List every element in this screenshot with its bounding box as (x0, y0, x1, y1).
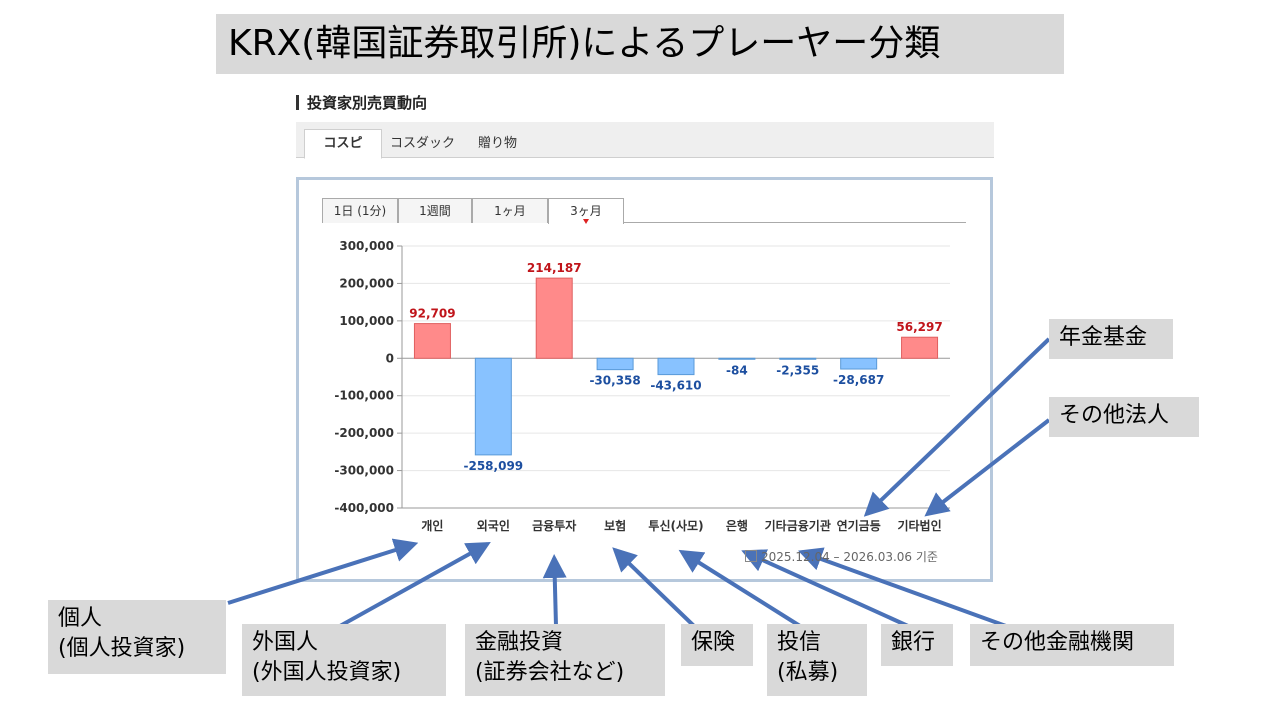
y-tick-label: 300,000 (339, 239, 394, 253)
period-tab-1day[interactable]: 1日 (1分) (322, 198, 398, 223)
y-tick-label: -100,000 (334, 389, 394, 403)
bar-5 (718, 357, 756, 360)
annotation-bank: 銀行 (881, 624, 953, 666)
date-range-note: 2025.12.04 – 2026.03.06 기준 (745, 548, 938, 565)
bar-1 (474, 357, 512, 456)
annotation-financial-investment: 金融投資 (証券会社など) (465, 624, 665, 696)
annotation-insurance: 保険 (681, 624, 753, 666)
section-title-text: 投資家別売買動向 (307, 94, 428, 112)
annotation-arrow-1 (339, 542, 491, 628)
annotation-other-financial: その他金融機関 (970, 624, 1174, 666)
period-tab-1month[interactable]: 1ヶ月 (472, 198, 548, 223)
category-label-8: 기타법인 (897, 518, 941, 533)
bar-8 (901, 336, 939, 359)
tab-kosdaq[interactable]: コスダック (390, 136, 456, 151)
y-tick-label: -200,000 (334, 426, 394, 440)
period-tab-3month-label: 3ヶ月 (570, 204, 602, 218)
annotation-arrow-0 (227, 538, 419, 605)
bar-2 (535, 277, 573, 359)
data-label-6: -2,355 (776, 363, 819, 377)
data-label-2: 214,187 (527, 261, 582, 275)
y-tick-label: 200,000 (339, 276, 394, 290)
annotation-arrow-2 (542, 554, 567, 627)
bar-3 (596, 357, 634, 371)
section-bar (296, 95, 299, 110)
data-label-5: -84 (726, 363, 748, 377)
y-tick-label: -300,000 (334, 464, 394, 478)
y-tick-label: 0 (386, 351, 394, 365)
y-tick-label: 100,000 (339, 314, 394, 328)
section-title: 投資家別売買動向 (296, 92, 427, 113)
category-label-0: 개인 (421, 518, 443, 533)
date-range-text: 2025.12.04 – 2026.03.06 기준 (761, 550, 938, 564)
market-tabs: コスピ コスダック 贈り物 (296, 122, 994, 159)
annotation-other-corporation: その他法人 (1049, 397, 1199, 437)
category-label-7: 연기금등 (837, 518, 881, 533)
data-label-4: -43,610 (650, 379, 701, 393)
annotation-arrow-8 (924, 418, 1051, 517)
category-label-3: 보험 (604, 518, 626, 533)
category-label-2: 금융투자 (532, 518, 576, 533)
category-label-6: 기타금융기관 (765, 518, 831, 533)
period-tab-3month[interactable]: 3ヶ月 (548, 198, 624, 224)
period-tab-baseline (322, 222, 966, 223)
annotation-pension-fund: 年金基金 (1049, 319, 1173, 359)
data-label-3: -30,358 (589, 374, 640, 388)
calendar-icon (745, 550, 757, 562)
bar-7 (840, 357, 878, 370)
annotation-arrow-4 (678, 549, 802, 628)
data-label-7: -28,687 (833, 373, 884, 387)
annotation-arrow-6 (798, 547, 1007, 628)
category-label-1: 외국인 (477, 518, 510, 533)
annotation-individual: 個人 (個人投資家) (48, 600, 226, 674)
tab-gift[interactable]: 贈り物 (478, 136, 518, 151)
tab-kospi[interactable]: コスピ (304, 129, 382, 159)
annotation-arrow-3 (612, 547, 696, 628)
period-tab-1week[interactable]: 1週間 (398, 198, 472, 223)
bar-4 (657, 357, 695, 376)
bar-6 (779, 357, 817, 360)
annotation-arrow-5 (741, 549, 909, 628)
annotation-foreigner: 外国人 (外国人投資家) (242, 624, 446, 696)
bar-0 (413, 323, 451, 359)
category-label-4: 투신(사모) (648, 518, 703, 533)
data-label-8: 56,297 (896, 320, 942, 334)
active-tab-marker-icon (583, 219, 589, 224)
annotation-arrow-7 (863, 337, 1051, 517)
y-tick-label: -400,000 (334, 501, 394, 515)
data-label-0: 92,709 (409, 307, 455, 321)
slide-title: KRX(韓国証券取引所)によるプレーヤー分類 (216, 14, 1064, 74)
data-label-1: -258,099 (464, 459, 524, 473)
annotation-investment-trust: 投信 (私募) (767, 624, 867, 696)
category-label-5: 은행 (726, 518, 748, 533)
